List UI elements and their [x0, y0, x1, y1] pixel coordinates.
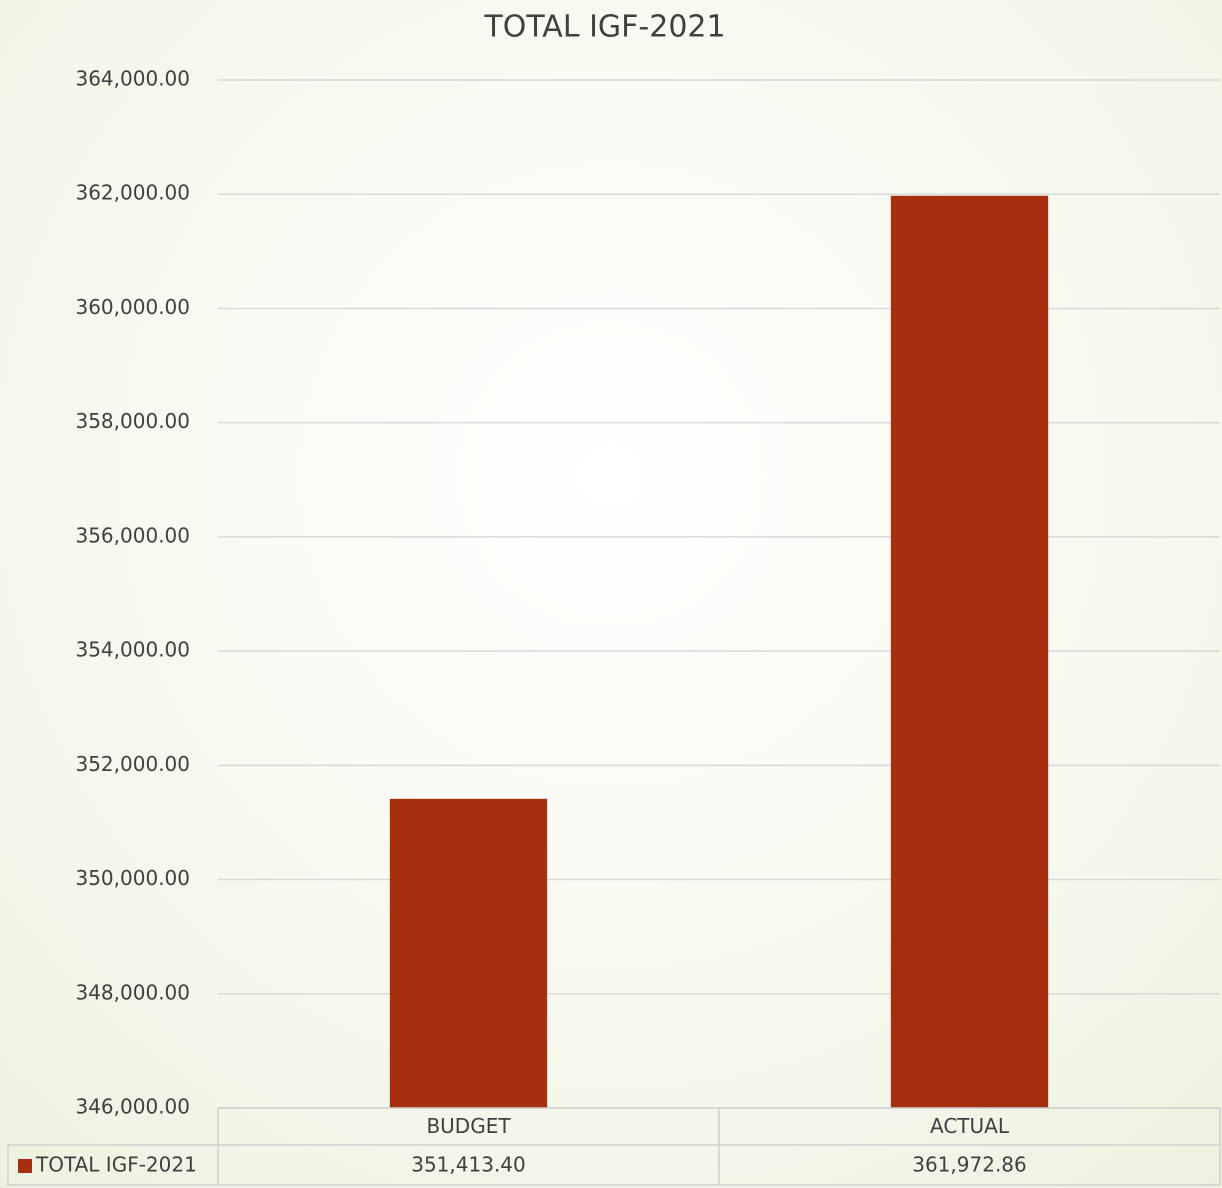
y-tick-label: 364,000.00 [75, 67, 190, 91]
legend-swatch [18, 1159, 32, 1173]
y-tick-label: 362,000.00 [75, 181, 190, 205]
y-tick-label: 358,000.00 [75, 409, 190, 433]
x-tick-label: BUDGET [426, 1114, 511, 1138]
y-tick-label: 350,000.00 [75, 866, 190, 890]
bar [389, 798, 548, 1108]
data-label: 361,972.86 [912, 1153, 1027, 1177]
y-tick-label: 348,000.00 [75, 980, 190, 1004]
y-tick-label: 352,000.00 [75, 752, 190, 776]
x-tick-label: ACTUAL [930, 1114, 1010, 1138]
legend-label: TOTAL IGF-2021 [35, 1153, 197, 1177]
y-tick-label: 360,000.00 [75, 295, 190, 319]
bar [890, 195, 1049, 1108]
y-tick-label: 356,000.00 [75, 523, 190, 547]
chart-title: TOTAL IGF-2021 [483, 10, 725, 45]
y-tick-label: 346,000.00 [75, 1095, 190, 1119]
data-label: 351,413.40 [411, 1153, 526, 1177]
y-tick-label: 354,000.00 [75, 638, 190, 662]
